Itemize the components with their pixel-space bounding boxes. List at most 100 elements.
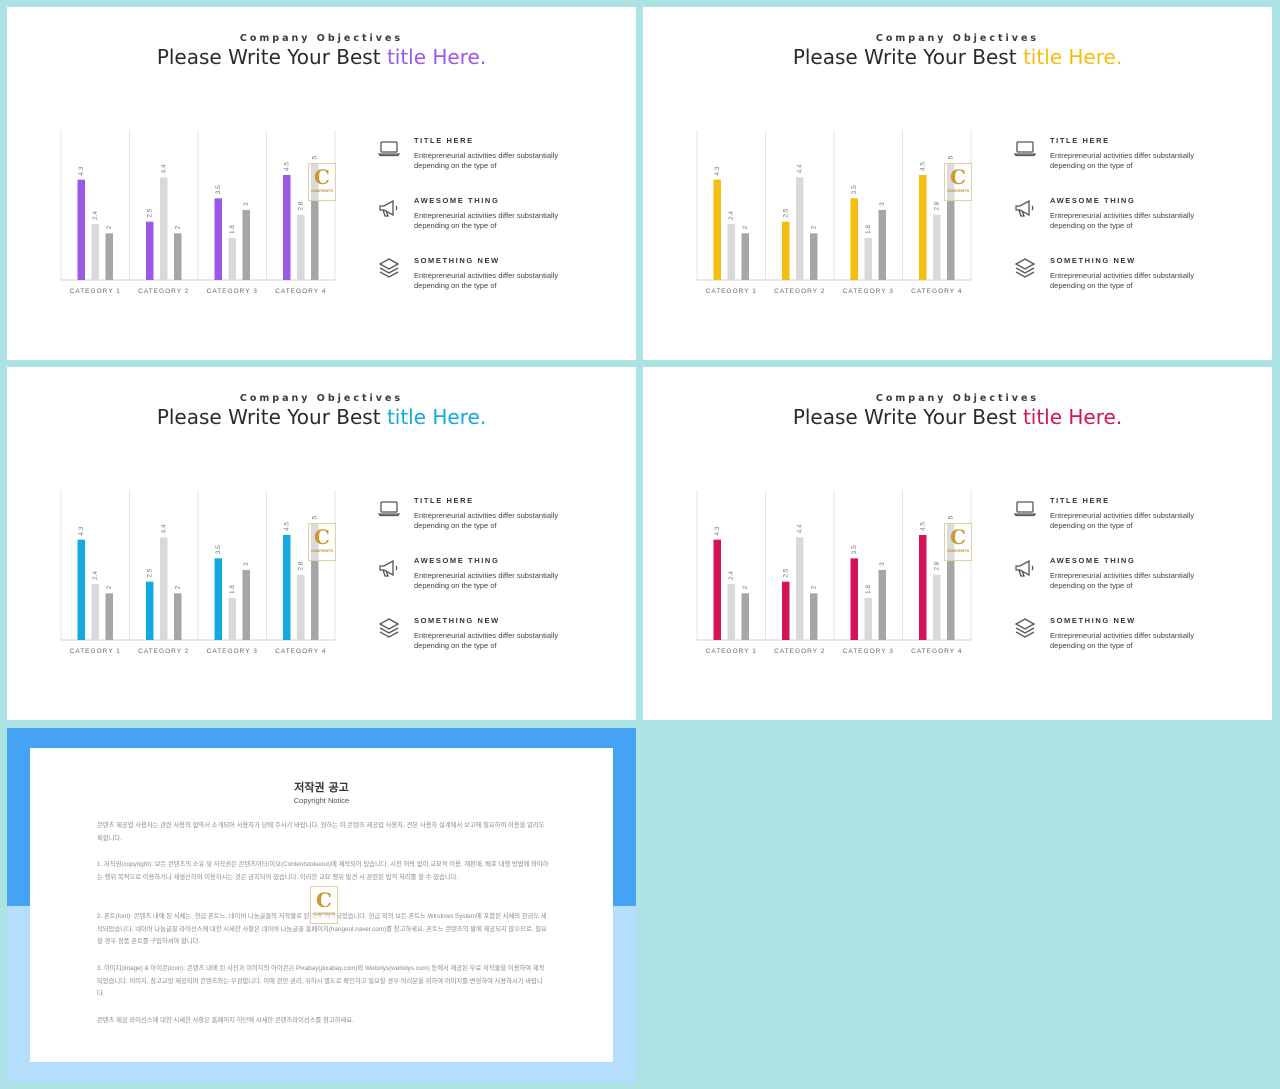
megaphone-icon [1013, 556, 1037, 580]
bar-3-1 [214, 558, 222, 640]
watermark-text: CONTENTS [947, 548, 969, 553]
data-label: 4.3 [78, 166, 85, 175]
category-label: CATEGORY 2 [774, 648, 825, 655]
bar-4-3 [311, 523, 319, 640]
feature-title: SOMETHING NEW [1050, 256, 1136, 265]
bar-2-3 [174, 233, 182, 280]
bar-1-3 [741, 593, 749, 640]
category-label: CATEGORY 3 [843, 288, 894, 295]
feature-desc: Entrepreneurial activities differ substa… [1050, 511, 1195, 530]
bar-3-1 [850, 558, 858, 640]
notice-paragraph: 3. 이미지(image) & 아이콘(icon): 콘텐츠 내에 된 사진과 … [97, 965, 545, 998]
laptop-icon [377, 496, 401, 520]
data-label: 1.8 [229, 585, 236, 594]
feature-title: SOMETHING NEW [414, 616, 500, 625]
layers-icon [1013, 256, 1037, 280]
slide-subtitle: Company Objectives [239, 33, 404, 44]
data-label: 2 [106, 585, 113, 589]
notice-paragraph: 1. 저작권(copyright): 보든 콘텐츠의 소유 및 저작권은 콘텐츠… [97, 861, 549, 881]
data-label: 4.5 [283, 162, 290, 171]
data-label: 2.4 [728, 571, 735, 580]
feature-title: SOMETHING NEW [414, 256, 500, 265]
data-label: 2.4 [728, 211, 735, 220]
bar-4-1 [283, 175, 291, 280]
bar-4-3 [311, 163, 319, 280]
contents-watermark: C CONTENTS [308, 523, 336, 561]
watermark-text: CONTENTS [947, 188, 969, 193]
data-label: 3 [879, 202, 886, 206]
bar-3-1 [214, 198, 222, 280]
data-label: 1.8 [865, 225, 872, 234]
bar-1-2 [727, 224, 735, 280]
category-label: CATEGORY 1 [706, 288, 757, 295]
slide-title-main: Please Write Your Best [156, 45, 387, 69]
bar-chart: 4.3 2.4 2 CATEGORY 1 2.5 4.4 2 CATEGORY 2 3.5 1.8… [57, 130, 347, 300]
bar-4-2 [933, 574, 941, 640]
slide-title-accent: title Here. [1022, 45, 1123, 69]
notice-title: 저작권 공고 [294, 781, 349, 794]
slide-title-main: Please Write Your Best [792, 405, 1023, 429]
data-label: 2.8 [297, 201, 304, 210]
watermark-letter: C [950, 525, 966, 549]
bar-1-3 [105, 593, 113, 640]
bar-3-2 [864, 598, 872, 640]
chart-slide-3[interactable]: Company Objectives Please Write Your Bes… [7, 367, 636, 720]
bar-1-3 [741, 233, 749, 280]
bar-3-3 [242, 210, 250, 280]
data-label: 2.5 [146, 208, 153, 217]
data-label: 2.4 [92, 571, 99, 580]
bar-3-2 [228, 238, 236, 280]
category-label: CATEGORY 3 [207, 648, 258, 655]
feature-title: AWESOME THING [1050, 556, 1136, 565]
layers-icon [377, 616, 401, 640]
slide-title: Please Write Your Best title Here. [7, 45, 636, 69]
notice-paragraph: 콘텐츠 제공 라이선스에 대한 시세한 사항은 홈페이지 하단에 시세한 콘텐츠… [97, 1017, 354, 1024]
data-label: 2 [742, 225, 749, 229]
slide-title-main: Please Write Your Best [156, 405, 387, 429]
bar-2-1 [146, 581, 154, 640]
feature-title: TITLE HERE [414, 136, 474, 145]
category-label: CATEGORY 3 [843, 648, 894, 655]
data-label: 2.8 [933, 201, 940, 210]
slide-title: Please Write Your Best title Here. [7, 405, 636, 429]
laptop-icon [1013, 496, 1037, 520]
data-label: 4.5 [919, 162, 926, 171]
category-label: CATEGORY 4 [911, 288, 962, 295]
chart-svg: 4.3 2.4 2 CATEGORY 1 2.5 4.4 2 CATEGORY 2 3.5 1.8… [60, 490, 336, 655]
laptop-icon [377, 136, 401, 160]
feature-desc: Entrepreneurial activities differ substa… [414, 571, 559, 590]
chart-slide-4[interactable]: Company Objectives Please Write Your Bes… [643, 367, 1272, 720]
data-label: 3.5 [851, 185, 858, 194]
data-label: 4.3 [78, 526, 85, 535]
megaphone-icon [1013, 196, 1037, 220]
chart-svg: 4.3 2.4 2 CATEGORY 1 2.5 4.4 2 CATEGORY 2 3.5 1.8… [696, 130, 972, 295]
bar-4-1 [283, 535, 291, 640]
data-label: 4.5 [283, 522, 290, 531]
data-label: 4.4 [160, 164, 167, 173]
watermark-letter: C [950, 165, 966, 189]
copyright-slide[interactable]: 저작권 공고 Copyright Notice 콘텐츠 제공업 사용자는 관련 … [7, 728, 636, 1083]
slide-subtitle: Company Objectives [875, 33, 1040, 44]
bar-2-3 [174, 593, 182, 640]
feature-title: SOMETHING NEW [1050, 616, 1136, 625]
bar-1-1 [77, 179, 85, 280]
notice-paragraph: 콘텐츠 제공업 사용자는 관련 사용의 협약서 소개되어 사용자가 당에 주시기… [97, 822, 545, 842]
bar-2-2 [160, 177, 168, 280]
chart-slide-1[interactable]: Company Objectives Please Write Your Bes… [7, 7, 636, 360]
data-label: 3.5 [215, 185, 222, 194]
watermark-letter: C [314, 525, 330, 549]
contents-watermark: C CONTENTS [944, 163, 972, 201]
chart-slide-2[interactable]: Company Objectives Please Write Your Bes… [643, 7, 1272, 360]
bar-4-3 [947, 523, 955, 640]
slide-title-accent: title Here. [386, 405, 487, 429]
bar-4-1 [919, 535, 927, 640]
bar-2-1 [146, 221, 154, 280]
category-label: CATEGORY 1 [706, 648, 757, 655]
bar-2-2 [796, 177, 804, 280]
bar-4-2 [297, 574, 305, 640]
feature-desc: Entrepreneurial activities differ substa… [1050, 571, 1195, 590]
data-label: 2 [810, 225, 817, 229]
bar-2-3 [810, 593, 818, 640]
data-label: 2.4 [92, 211, 99, 220]
data-label: 1.8 [865, 585, 872, 594]
